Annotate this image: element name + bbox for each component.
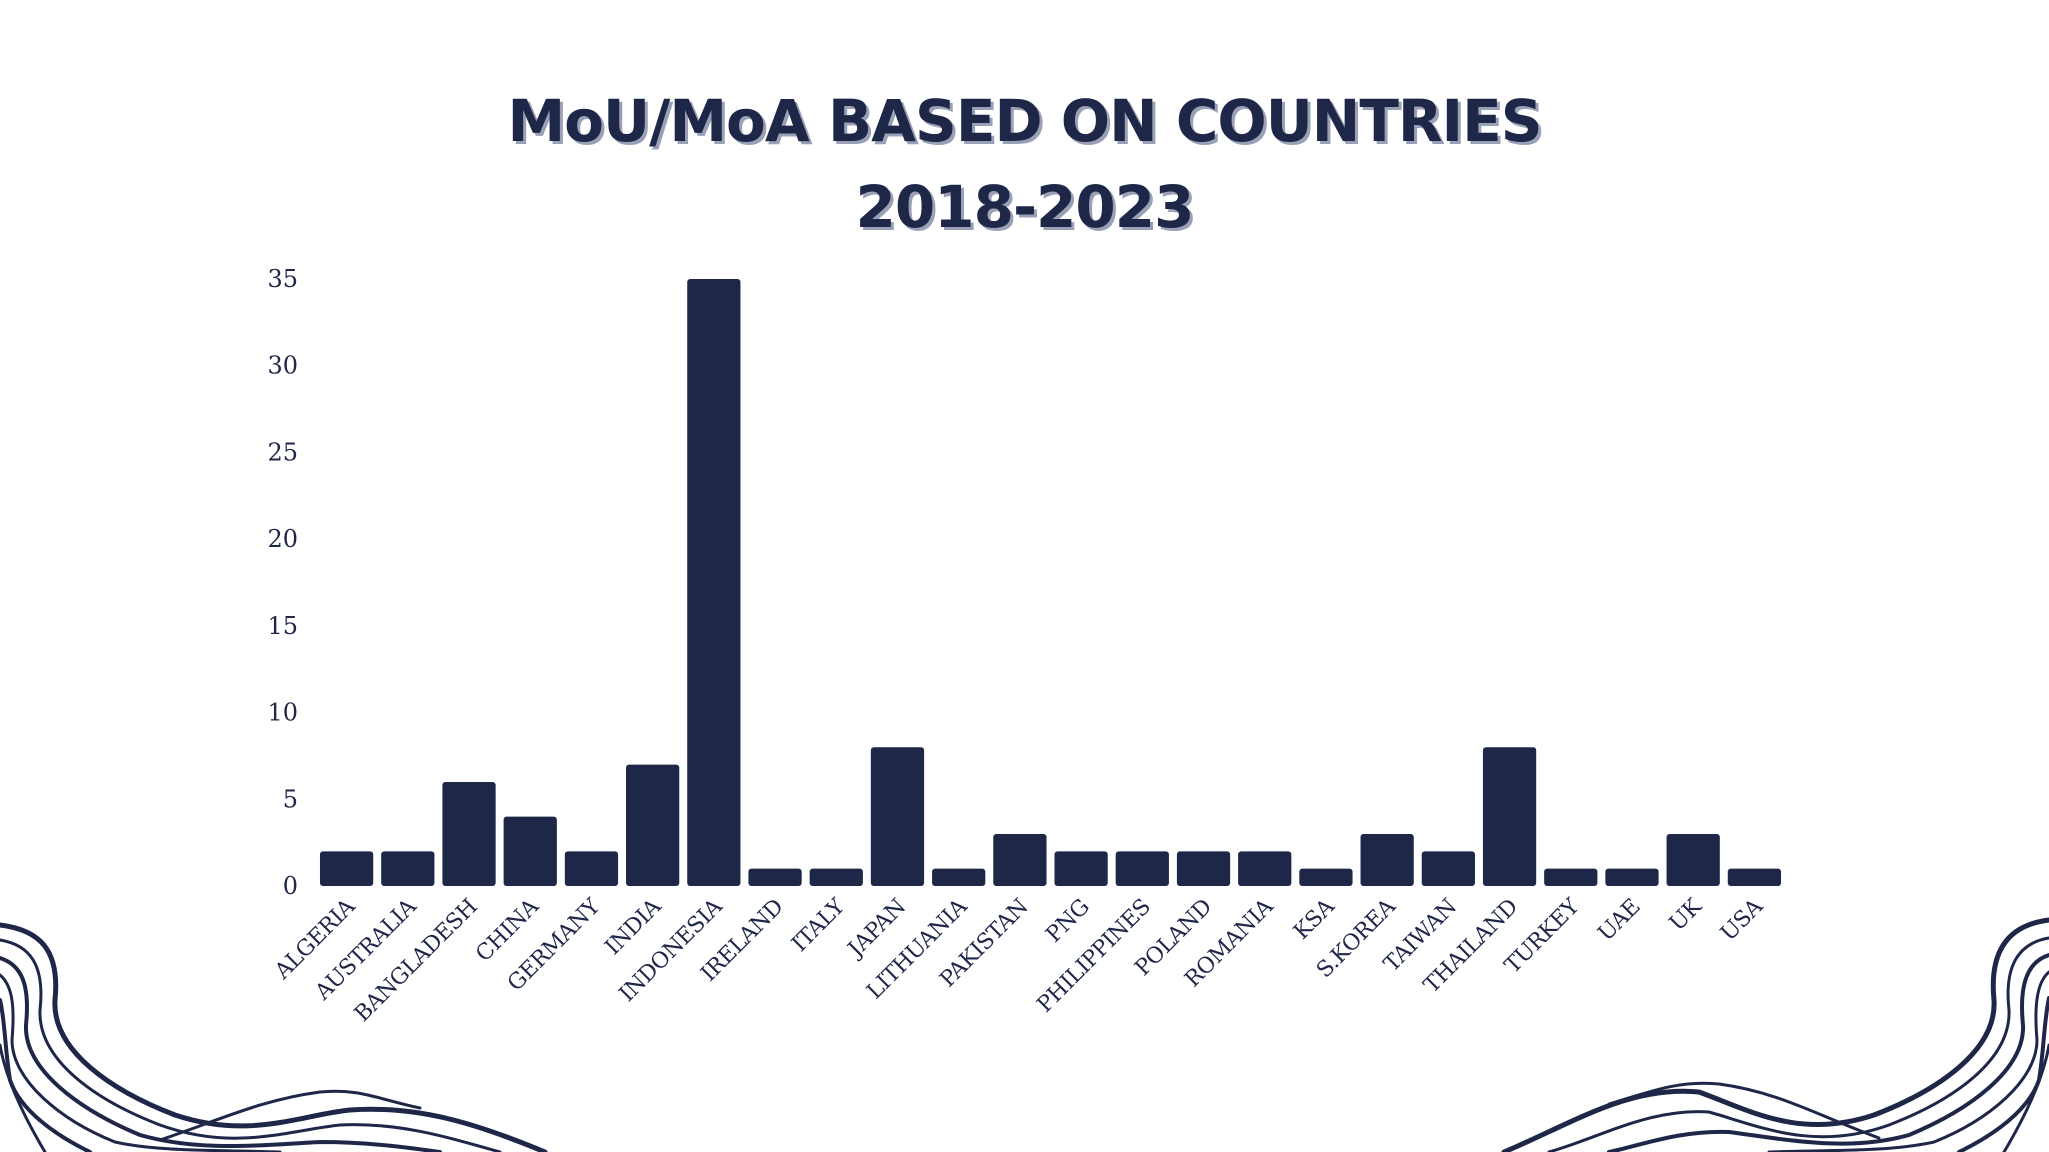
wave-decoration-right (1501, 917, 2049, 1152)
y-tick-label: 25 (267, 438, 298, 466)
y-tick-label: 35 (267, 265, 298, 293)
bar-algeria (319, 851, 374, 886)
y-tick-label: 20 (267, 525, 298, 553)
bar-australia (381, 851, 435, 886)
x-tick-label: UAE (1594, 895, 1646, 947)
x-axis-labels: ALGERIAAUSTRALIABANGLADESHCHINAGERMANYIN… (270, 893, 1769, 1027)
bar-italy (809, 868, 863, 886)
x-tick-label: KSA (1289, 893, 1340, 944)
y-tick-label: 15 (267, 612, 298, 640)
bar-taiwan (1421, 851, 1475, 886)
bar-poland (1176, 851, 1231, 886)
bar-turkey (1544, 868, 1598, 886)
bar-thailand (1482, 747, 1537, 886)
chart-title-line-1: MoU/MoA BASED ON COUNTRIES (507, 87, 1542, 155)
bar-uk (1666, 833, 1720, 886)
bar-series (319, 279, 1782, 886)
bar-png (1054, 851, 1108, 886)
bar-s-korea (1360, 833, 1414, 886)
bar-uae (1605, 868, 1659, 886)
bar-pakistan (993, 833, 1047, 886)
bar-philippines (1115, 851, 1169, 886)
y-tick-label: 5 (283, 785, 298, 813)
bar-ireland (748, 868, 802, 886)
bar-bangladesh (442, 781, 496, 886)
bar-china (503, 816, 557, 886)
bar-ksa (1299, 868, 1353, 886)
y-tick-label: 30 (267, 352, 298, 380)
y-tick-label: 0 (283, 872, 298, 900)
y-axis-ticks: 0 5 10 15 20 25 30 35 (267, 265, 298, 900)
bar-lithuania (932, 868, 986, 886)
bar-usa (1727, 868, 1782, 886)
bar-romania (1238, 851, 1292, 886)
bar-india (626, 764, 680, 886)
wave-decoration-left (0, 922, 548, 1152)
chart-title: MoU/MoA BASED ON COUNTRIES 2018-2023 (0, 78, 2049, 250)
x-tick-label: PNG (1041, 895, 1094, 948)
y-tick-label: 10 (267, 699, 298, 727)
bar-germany (564, 851, 619, 886)
bar-indonesia (687, 279, 741, 886)
bar-japan (870, 747, 925, 886)
chart-title-line-2: 2018-2023 (855, 173, 1195, 241)
x-tick-label: USA (1716, 893, 1769, 946)
x-tick-label: UK (1665, 894, 1707, 936)
x-tick-label: ITALY (787, 894, 850, 957)
